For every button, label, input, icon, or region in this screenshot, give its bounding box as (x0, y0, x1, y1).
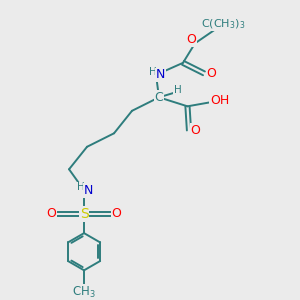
Text: CH$_3$: CH$_3$ (72, 285, 96, 300)
Text: OH: OH (210, 94, 229, 107)
Text: H: H (149, 67, 157, 77)
Text: C: C (154, 91, 164, 104)
Text: S: S (80, 207, 88, 221)
Text: N: N (156, 68, 165, 81)
Text: O: O (186, 33, 196, 46)
Text: O: O (47, 206, 57, 220)
Text: O: O (112, 206, 122, 220)
Text: H: H (77, 182, 85, 192)
Text: O: O (206, 67, 216, 80)
Text: C(CH$_3$)$_3$: C(CH$_3$)$_3$ (201, 17, 246, 31)
Text: N: N (84, 184, 93, 197)
Text: H: H (174, 85, 182, 95)
Text: O: O (190, 124, 200, 137)
